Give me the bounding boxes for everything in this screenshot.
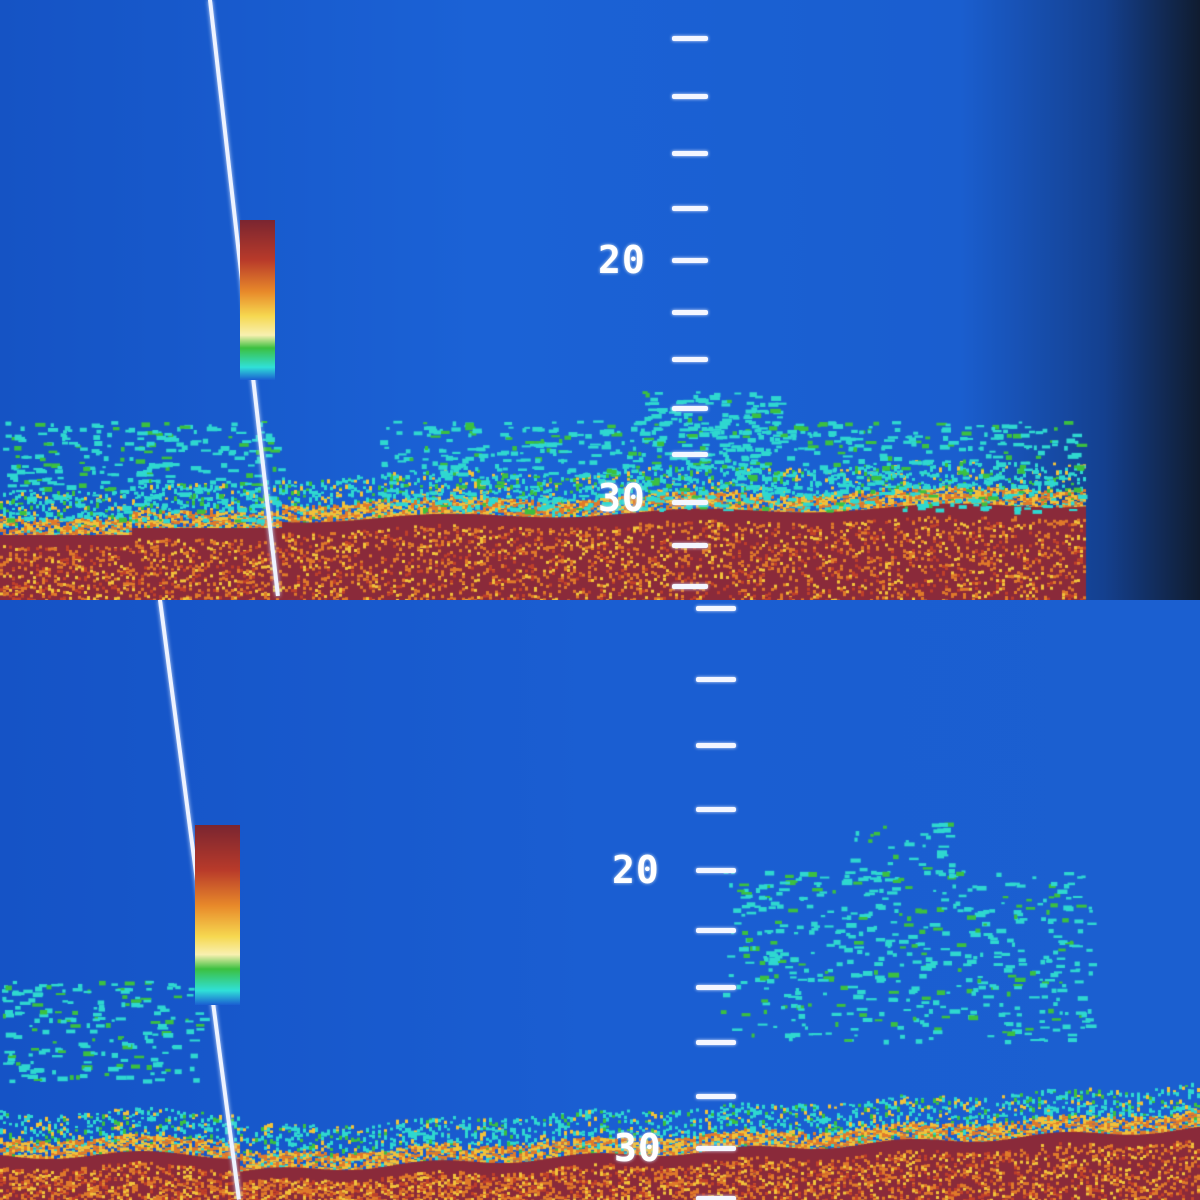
depth-scale-tick [696, 985, 736, 990]
depth-label-30: 30 [598, 476, 646, 520]
sonar-echo-display [0, 0, 1200, 600]
depth-scale-tick [696, 1094, 736, 1099]
sonar-panel-bottom: 20 30 [0, 600, 1200, 1200]
depth-scale-tick [696, 1040, 736, 1045]
depth-scale-tick [696, 868, 736, 873]
depth-scale-tick [672, 310, 708, 315]
depth-scale-tick [672, 406, 708, 411]
depth-scale-tick [672, 151, 708, 156]
sonar-echo-display [0, 600, 1200, 1200]
depth-label-30: 30 [614, 1126, 662, 1170]
depth-scale-tick [696, 1196, 736, 1200]
depth-scale-tick [672, 36, 708, 41]
color-scale-bar [195, 825, 240, 1005]
depth-scale-tick [672, 584, 708, 589]
color-scale-bar [240, 220, 275, 380]
depth-scale-tick [696, 807, 736, 812]
depth-scale-tick [672, 500, 708, 505]
depth-scale-tick [672, 206, 708, 211]
depth-scale-tick [696, 1146, 736, 1151]
depth-label-20: 20 [612, 848, 660, 892]
depth-scale-tick [696, 743, 736, 748]
depth-scale-tick [672, 94, 708, 99]
depth-scale-tick [696, 677, 736, 682]
depth-scale-tick [672, 543, 708, 548]
depth-scale-tick [696, 928, 736, 933]
depth-scale-tick [672, 258, 708, 263]
depth-scale-tick [672, 357, 708, 362]
depth-scale-tick [672, 452, 708, 457]
sonar-panel-top: 20 30 [0, 0, 1200, 600]
depth-scale-tick [696, 606, 736, 611]
depth-label-20: 20 [598, 238, 646, 282]
